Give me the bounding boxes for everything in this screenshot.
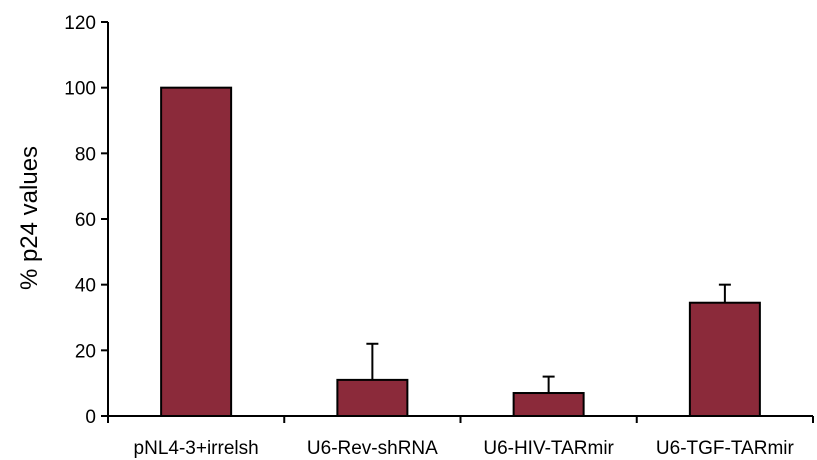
y-tick-label-2: 40 [75, 276, 96, 297]
y-tick-label-4: 80 [75, 144, 96, 165]
x-axis-labels: pNL4-3+irrelsh U6-Rev-shRNA U6-HIV-TARmir U… [134, 438, 795, 459]
y-tick-label-5: 100 [64, 79, 96, 100]
x-tick-label-3: U6-TGF-TARmir [656, 438, 795, 459]
y-axis-ticks: 0 20 40 60 80 100 120 [64, 13, 108, 428]
error-bars [366, 283, 731, 394]
x-axis-ticks [107, 416, 814, 423]
x-tick-label-0: pNL4-3+irrelsh [134, 438, 259, 459]
y-tick-label-6: 120 [64, 13, 96, 34]
y-tick-label-3: 60 [75, 210, 96, 231]
bar-0 [160, 86, 233, 418]
y-tick-label-0: 0 [85, 407, 96, 428]
bar-2 [512, 392, 585, 417]
y-axis-title: % p24 values [16, 146, 43, 290]
bars [160, 86, 761, 418]
y-tick-label-1: 20 [75, 341, 96, 362]
x-tick-label-2: U6-HIV-TARmir [483, 438, 614, 459]
x-tick-label-1: U6-Rev-shRNA [307, 438, 438, 459]
bar-3 [688, 301, 761, 418]
bar-1 [336, 378, 409, 417]
